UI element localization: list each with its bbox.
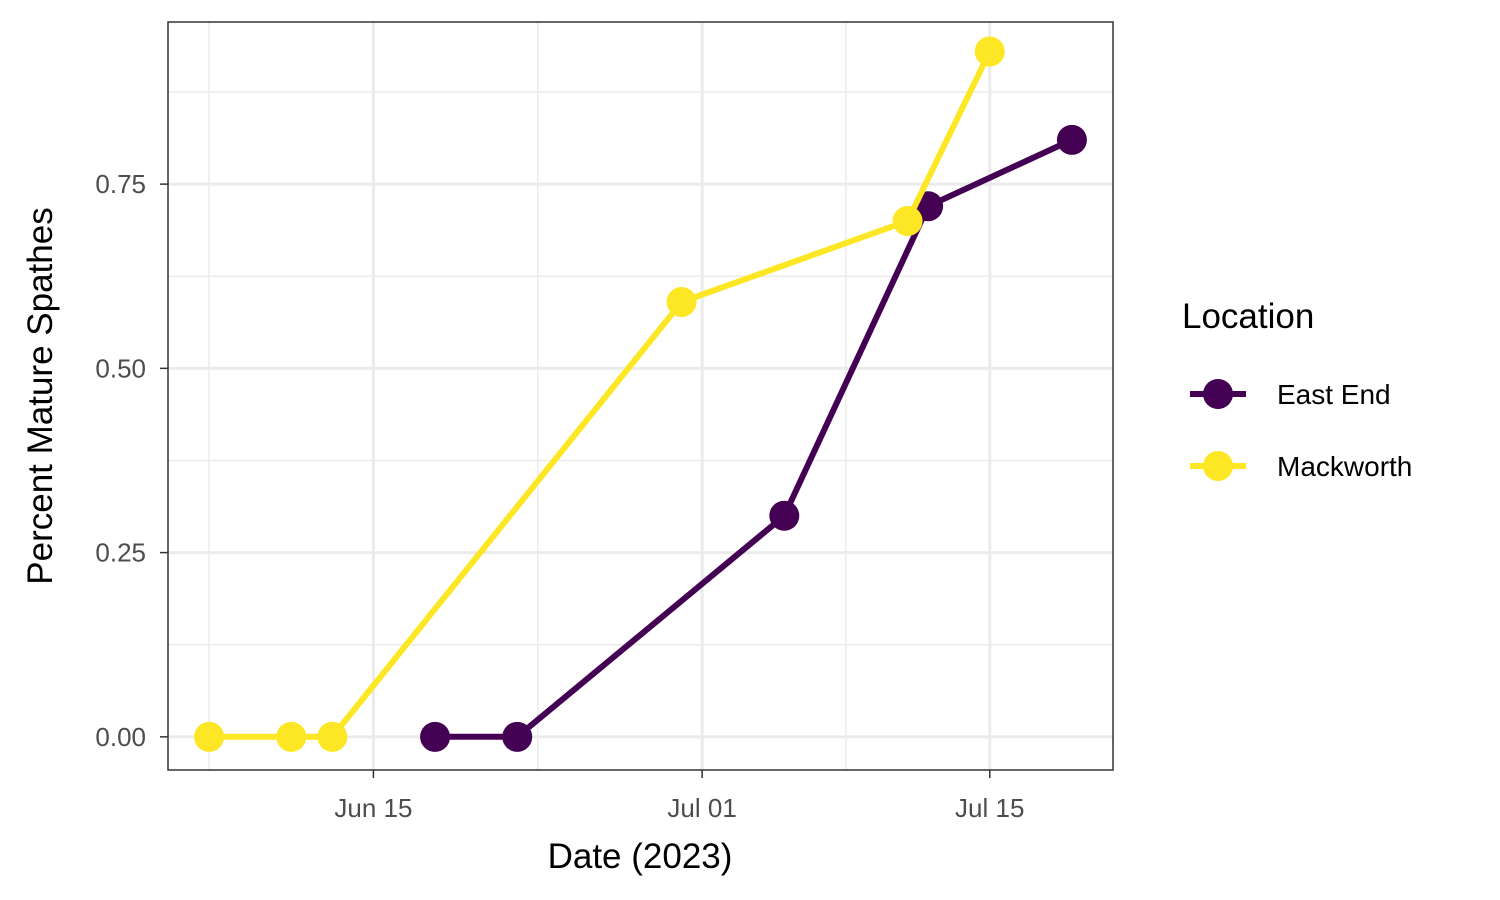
x-axis-title: Date (2023)	[548, 837, 733, 876]
legend-marker	[1203, 379, 1233, 409]
legend-marker	[1203, 451, 1233, 481]
data-point	[276, 721, 307, 752]
series-layer	[194, 36, 1087, 752]
data-point	[420, 721, 451, 752]
legend-item: East End	[1190, 379, 1391, 410]
data-point	[317, 721, 348, 752]
plot-background	[168, 22, 1113, 770]
y-tick-label: 0.00	[95, 722, 146, 752]
data-point	[974, 36, 1005, 67]
legend-item: Mackworth	[1190, 451, 1412, 482]
x-tick-label: Jul 15	[955, 793, 1024, 823]
axis-ticks: Jun 15 Jul 01 Jul 15 0.00 0.25 0.50 0.75	[95, 169, 1024, 823]
legend: Location East End Mackworth	[1182, 297, 1412, 482]
legend-title: Location	[1182, 297, 1314, 336]
x-tick-label: Jul 01	[667, 793, 736, 823]
plot-border	[167, 21, 1114, 771]
y-tick-label: 0.75	[95, 169, 146, 199]
data-point	[892, 205, 923, 236]
y-axis-title: Percent Mature Spathes	[21, 207, 60, 584]
series-east-end	[420, 124, 1087, 752]
data-point	[502, 721, 533, 752]
series-mackworth	[194, 36, 1005, 752]
legend-label: East End	[1277, 379, 1391, 410]
data-point	[1056, 124, 1087, 155]
data-point	[194, 721, 225, 752]
grid-minor	[168, 22, 1113, 770]
y-tick-label: 0.50	[95, 353, 146, 383]
y-tick-label: 0.25	[95, 538, 146, 568]
x-tick-label: Jun 15	[334, 793, 412, 823]
data-point	[769, 500, 800, 531]
data-point	[666, 287, 697, 318]
legend-label: Mackworth	[1277, 451, 1412, 482]
